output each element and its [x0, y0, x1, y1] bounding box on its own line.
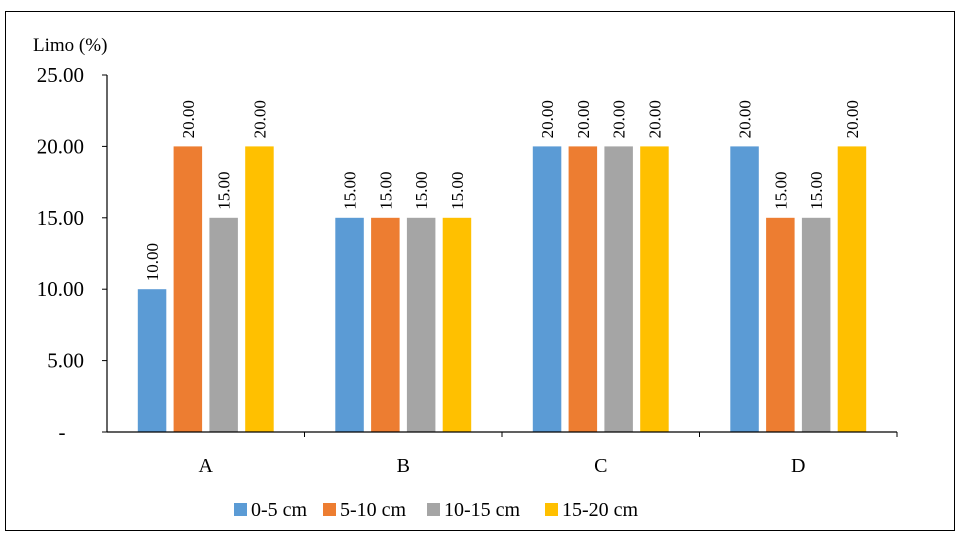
- bar: [138, 289, 167, 432]
- legend-swatch: [323, 503, 336, 516]
- data-label: 20.00: [645, 100, 664, 138]
- bar: [569, 146, 598, 432]
- bar: [371, 218, 400, 432]
- bar: [443, 218, 472, 432]
- legend-item: 5-10 cm: [323, 499, 407, 521]
- legend-item: 0-5 cm: [234, 499, 308, 521]
- legend-label: 5-10 cm: [340, 499, 407, 521]
- legend-label: 15-20 cm: [562, 499, 639, 521]
- y-tick-label: 15.00: [37, 206, 84, 230]
- bar: [533, 146, 562, 432]
- legend-label: 0-5 cm: [251, 499, 308, 521]
- data-label: 15.00: [771, 172, 790, 210]
- legend-label: 10-15 cm: [444, 499, 521, 521]
- data-label: 15.00: [376, 172, 395, 210]
- x-tick-label: C: [594, 455, 607, 477]
- bar: [766, 218, 795, 432]
- data-label: 15.00: [448, 172, 467, 210]
- y-tick-label: 10.00: [37, 277, 84, 301]
- data-label: 15.00: [412, 172, 431, 210]
- bar: [838, 146, 867, 432]
- bar: [640, 146, 669, 432]
- y-axis: - 5.00 10.00 15.00 20.00 25.00: [37, 63, 107, 444]
- bar: [604, 146, 633, 432]
- data-label: 15.00: [215, 172, 234, 210]
- x-tick-label: B: [397, 455, 410, 477]
- legend-item: 15-20 cm: [545, 499, 639, 521]
- data-label: 20.00: [538, 100, 557, 138]
- bar: [802, 218, 831, 432]
- y-tick-label: 5.00: [47, 349, 84, 373]
- data-label: 20.00: [736, 100, 755, 138]
- data-label: 20.00: [179, 100, 198, 138]
- y-axis-title: Limo (%): [33, 35, 107, 56]
- data-label: 20.00: [610, 100, 629, 138]
- y-tick-label: -: [59, 420, 66, 444]
- bar: [335, 218, 364, 432]
- x-axis: A B C D: [107, 432, 897, 477]
- y-tick-label: 20.00: [37, 134, 84, 158]
- data-label: 15.00: [807, 172, 826, 210]
- legend-item: 10-15 cm: [427, 499, 521, 521]
- bar: [174, 146, 203, 432]
- data-label: 20.00: [574, 100, 593, 138]
- legend: 0-5 cm 5-10 cm 10-15 cm 15-20 cm: [234, 499, 639, 521]
- x-tick-label: A: [199, 455, 214, 477]
- legend-swatch: [545, 503, 558, 516]
- x-tick-label: D: [791, 455, 805, 477]
- data-label: 10.00: [143, 243, 162, 281]
- legend-swatch: [427, 503, 440, 516]
- data-label: 15.00: [341, 172, 360, 210]
- y-tick-label: 25.00: [37, 63, 84, 87]
- bars: [138, 146, 866, 432]
- bar: [407, 218, 436, 432]
- data-label: 20.00: [843, 100, 862, 138]
- bar: [730, 146, 759, 432]
- bar: [245, 146, 274, 432]
- legend-swatch: [234, 503, 247, 516]
- data-label: 20.00: [250, 100, 269, 138]
- bar: [209, 218, 238, 432]
